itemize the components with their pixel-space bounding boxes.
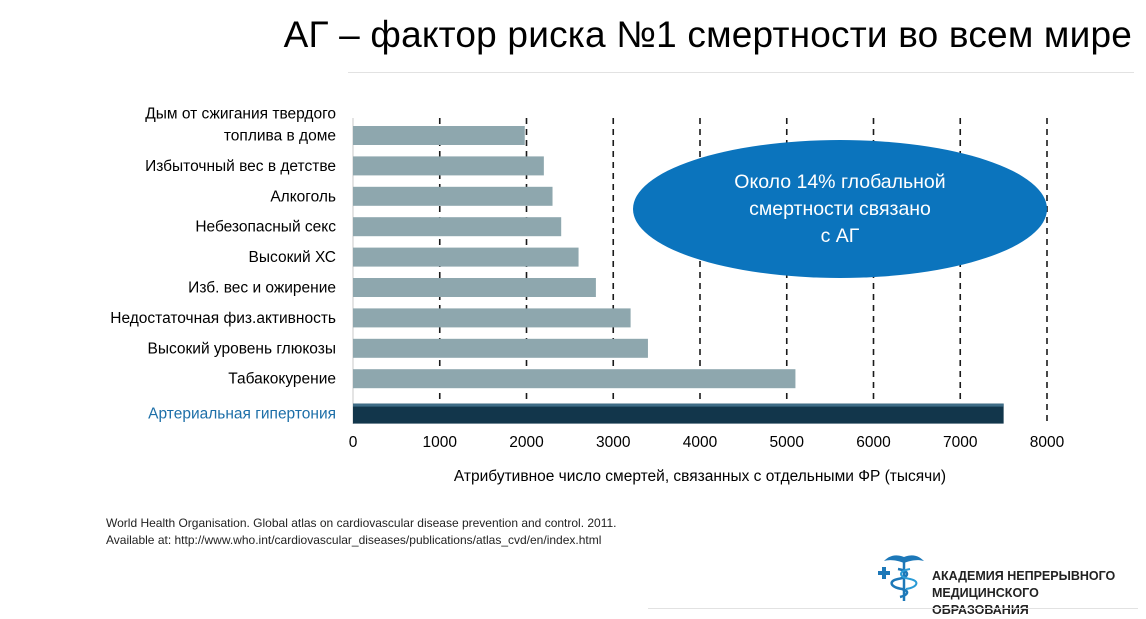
category-label: Дым от сжигания твердого <box>145 106 336 123</box>
bar <box>353 338 648 358</box>
x-tick-label: 8000 <box>1030 434 1065 451</box>
caduceus-logo-icon <box>878 555 924 601</box>
x-tick-label: 4000 <box>683 434 718 451</box>
title-divider <box>348 72 1134 73</box>
category-label: Высокий уровень глюкозы <box>148 340 337 357</box>
x-tick-label: 2000 <box>509 434 544 451</box>
callout-text: Около 14% глобальной смертности связано … <box>734 170 946 247</box>
logo: АКАДЕМИЯ НЕПРЕРЫВНОГО МЕДИЦИНСКОГО ОБРАЗ… <box>876 551 1136 617</box>
category-labels: Дым от сжигания твердого топлива в доме Из… <box>110 106 336 423</box>
category-label: Избыточный вес в детстве <box>145 158 336 175</box>
logo-text: АКАДЕМИЯ НЕПРЕРЫВНОГО МЕДИЦИНСКОГО ОБРАЗ… <box>932 569 1116 617</box>
bar <box>353 156 544 176</box>
bottom-divider <box>648 608 1138 609</box>
category-label: топлива в доме <box>224 128 336 145</box>
bar <box>353 217 562 237</box>
category-label: Алкоголь <box>270 188 336 205</box>
page-title: АГ – фактор риска №1 смертности во всем … <box>283 14 1132 55</box>
bar <box>353 247 579 267</box>
category-label: Изб. вес и ожирение <box>188 280 336 297</box>
callout-ellipse: Около 14% глобальной смертности связано … <box>633 140 1047 278</box>
bar <box>353 126 525 145</box>
bar <box>353 369 796 389</box>
category-label: Табакокурение <box>228 371 336 388</box>
category-label: Недостаточная физ.активность <box>110 310 336 327</box>
x-tick-label: 6000 <box>856 434 891 451</box>
bars <box>353 126 1004 424</box>
category-label: Высокий ХС <box>249 249 336 266</box>
category-label: Небезопасный секс <box>195 219 336 236</box>
bar <box>353 186 553 206</box>
bar-highlight <box>353 403 1004 424</box>
bar <box>353 308 631 328</box>
x-axis-label: Атрибутивное число смертей, связанных с … <box>453 468 947 485</box>
category-label: Артериальная гипертония <box>148 406 336 423</box>
x-tick-label: 0 <box>349 434 358 451</box>
source-citation: World Health Organisation. Global atlas … <box>106 516 617 547</box>
bar-highlight-sheen <box>353 403 1004 407</box>
x-tick-label: 1000 <box>423 434 458 451</box>
bar <box>353 278 596 297</box>
x-tick-label: 5000 <box>770 434 805 451</box>
x-tick-label: 7000 <box>943 434 978 451</box>
x-tick-label: 3000 <box>596 434 631 451</box>
x-tick-labels: 0 1000 2000 3000 4000 5000 6000 7000 8000 <box>349 434 1065 451</box>
